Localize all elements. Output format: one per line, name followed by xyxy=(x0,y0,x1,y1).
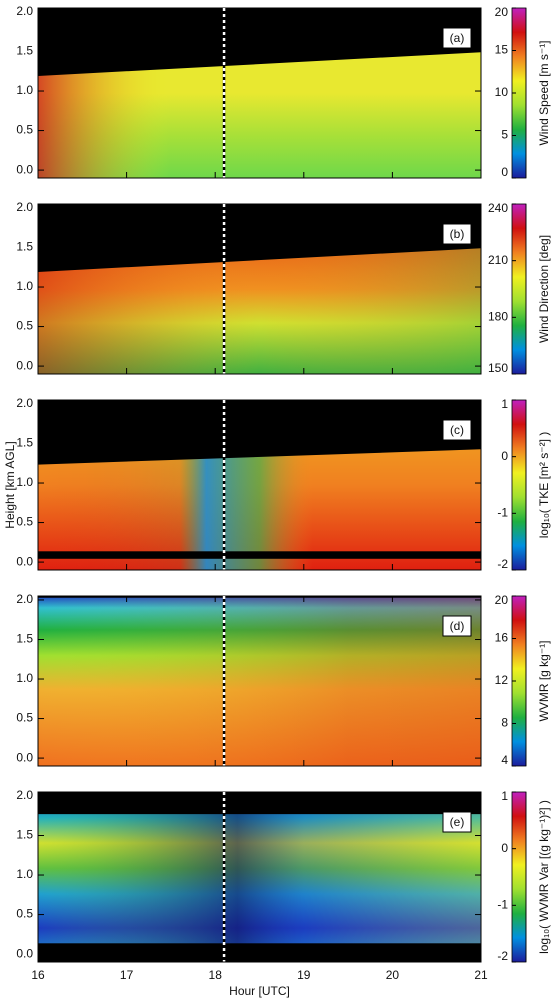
no-data-mask xyxy=(38,204,481,272)
panel-label: (d) xyxy=(450,619,465,633)
colorbar-tick-label: 180 xyxy=(488,310,508,324)
y-tick-label: 0.5 xyxy=(16,319,33,333)
no-data-mask xyxy=(38,551,481,559)
y-tick-label: 2.0 xyxy=(16,788,33,802)
colorbar-tick-label: 0 xyxy=(501,841,508,855)
x-tick-label: 21 xyxy=(474,968,488,982)
colorbar-tick-label: 150 xyxy=(488,361,508,375)
panel: 0.0 0.5 1.0 1.5 2.0 (d) 4 8 12 16 20 WVMR [g kg⁻¹] xyxy=(16,592,551,767)
panel-label-box xyxy=(442,615,472,637)
panel: 0.0 0.5 1.0 1.5 2.0 16 17 18 19 20 21 (e) -2 -1 0 1 log₁… xyxy=(16,788,551,998)
y-tick-label: 0.0 xyxy=(16,750,33,764)
colorbar-tick-label: 0 xyxy=(501,449,508,463)
panel-label: (a) xyxy=(450,31,465,45)
y-tick-label: 0.0 xyxy=(16,162,33,176)
colorbar-tick-label: 12 xyxy=(495,673,509,687)
y-tick-label: 1.0 xyxy=(16,475,33,489)
colorbar-tick-label: -1 xyxy=(497,506,508,520)
panel-label-box xyxy=(442,811,472,833)
colorbar-tick-label: -2 xyxy=(497,949,508,963)
y-axis-label: Height [km AGL] xyxy=(3,441,17,528)
y-tick-label: 1.5 xyxy=(16,240,33,254)
no-data-mask xyxy=(38,8,481,76)
colorbar-tick-label: 8 xyxy=(501,716,508,730)
colorbar-tick-label: 210 xyxy=(488,253,508,267)
no-data-mask xyxy=(38,943,481,962)
colorbar-label: Wind Direction [deg] xyxy=(537,235,551,343)
x-tick-label: 20 xyxy=(386,968,400,982)
panel-label: (c) xyxy=(450,423,464,437)
field-overlay xyxy=(38,792,481,962)
y-tick-label: 2.0 xyxy=(16,4,33,18)
y-tick-label: 0.0 xyxy=(16,946,33,960)
no-data-mask xyxy=(38,400,481,465)
y-tick-label: 0.0 xyxy=(16,554,33,568)
y-tick-label: 2.0 xyxy=(16,592,33,606)
panel: 0.0 0.5 1.0 1.5 2.0 (c) -2 -1 0 1 log₁₀( TKE [m² s… xyxy=(3,396,551,571)
colorbar-tick-label: 5 xyxy=(501,128,508,142)
panel-label: (e) xyxy=(450,815,465,829)
colorbar-label: log₁₀( TKE [m² s⁻²] ) xyxy=(537,432,551,538)
no-data-mask xyxy=(38,792,481,815)
panel: 0.0 0.5 1.0 1.5 2.0 (a) 0 5 10 15 20 Wind Speed [m … xyxy=(16,4,551,179)
y-tick-label: 1.5 xyxy=(16,436,33,450)
panel-label: (b) xyxy=(450,227,465,241)
field-overlay xyxy=(38,596,481,766)
y-tick-label: 1.5 xyxy=(16,632,33,646)
colorbar xyxy=(511,791,527,963)
x-tick-label: 17 xyxy=(120,968,134,982)
colorbar-tick-label: 1 xyxy=(501,397,508,411)
x-tick-label: 18 xyxy=(209,968,223,982)
x-tick-label: 16 xyxy=(31,968,45,982)
colorbar-tick-label: 10 xyxy=(495,85,509,99)
panel: 0.0 0.5 1.0 1.5 2.0 (b) 150 180 210 240 Wind Direc… xyxy=(16,200,551,375)
x-axis-label: Hour [UTC] xyxy=(229,984,290,998)
colorbar-tick-label: 1 xyxy=(501,789,508,803)
panel-label-box xyxy=(442,419,472,441)
colorbar-tick-label: -1 xyxy=(497,898,508,912)
x-tick-label: 19 xyxy=(297,968,311,982)
y-tick-label: 2.0 xyxy=(16,396,33,410)
colorbar-tick-label: 15 xyxy=(495,43,509,57)
colorbar-label: log₁₀( WVMR Var [(g kg⁻¹)²] ) xyxy=(537,800,551,954)
y-tick-label: 1.0 xyxy=(16,279,33,293)
y-tick-label: 1.0 xyxy=(16,867,33,881)
y-tick-label: 0.5 xyxy=(16,907,33,921)
y-tick-label: 0.5 xyxy=(16,123,33,137)
y-tick-label: 1.5 xyxy=(16,44,33,58)
y-tick-label: 1.0 xyxy=(16,83,33,97)
colorbar-label: Wind Speed [m s⁻¹] xyxy=(537,40,551,145)
colorbar-tick-label: 0 xyxy=(501,165,508,179)
colorbar xyxy=(511,399,527,571)
y-tick-label: 2.0 xyxy=(16,200,33,214)
colorbar-tick-label: 240 xyxy=(488,201,508,215)
colorbar-tick-label: 20 xyxy=(495,593,509,607)
colorbar-tick-label: 16 xyxy=(495,631,509,645)
y-tick-label: 0.5 xyxy=(16,711,33,725)
panel-label-box xyxy=(442,27,472,49)
panel-label-box xyxy=(442,223,472,245)
colorbar xyxy=(511,203,527,375)
colorbar-label: WVMR [g kg⁻¹] xyxy=(537,640,551,721)
colorbar-tick-label: -2 xyxy=(497,557,508,571)
colorbar-tick-label: 4 xyxy=(501,753,508,767)
y-tick-label: 0.0 xyxy=(16,358,33,372)
y-tick-label: 1.5 xyxy=(16,828,33,842)
colorbar-tick-label: 20 xyxy=(495,5,509,19)
y-tick-label: 0.5 xyxy=(16,515,33,529)
y-tick-label: 1.0 xyxy=(16,671,33,685)
